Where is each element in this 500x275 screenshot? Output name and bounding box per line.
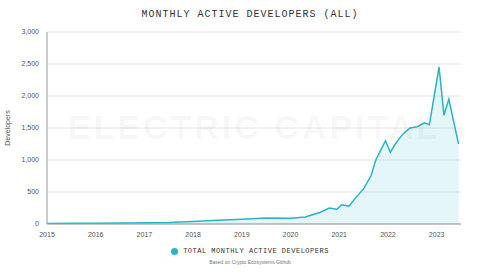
- svg-text:1,500: 1,500: [21, 124, 39, 131]
- svg-text:2,500: 2,500: [21, 60, 39, 67]
- svg-text:500: 500: [27, 188, 39, 195]
- html-text:ELECTRIC CAPITAL: ELECTRIC CAPITAL: [67, 108, 441, 146]
- html-text:TOTAL MONTHLY ACTIVE DEVELOPER: TOTAL MONTHLY ACTIVE DEVELOPERS: [183, 247, 329, 255]
- svg-text:2016: 2016: [88, 231, 104, 238]
- svg-text:2023: 2023: [429, 231, 445, 238]
- svg-text:1,000: 1,000: [21, 156, 39, 163]
- svg-text:2020: 2020: [283, 231, 299, 238]
- html-text:Based on Crypto Ecosystems Git: Based on Crypto Ecosystems Github: [209, 259, 291, 265]
- svg-text:2,000: 2,000: [21, 92, 39, 99]
- svg-text:Developers: Developers: [8, 110, 12, 146]
- svg-text:2022: 2022: [380, 231, 396, 238]
- svg-text:2015: 2015: [39, 231, 55, 238]
- svg-text:2019: 2019: [234, 231, 250, 238]
- svg-text:2017: 2017: [137, 231, 153, 238]
- svg-text:2021: 2021: [331, 231, 347, 238]
- html-text:MONTHLY ACTIVE DEVELOPERS (ALL: MONTHLY ACTIVE DEVELOPERS (ALL): [141, 9, 359, 20]
- svg-text:0: 0: [35, 220, 39, 227]
- svg-text:3,000: 3,000: [21, 28, 39, 35]
- svg-text:2018: 2018: [185, 231, 201, 238]
